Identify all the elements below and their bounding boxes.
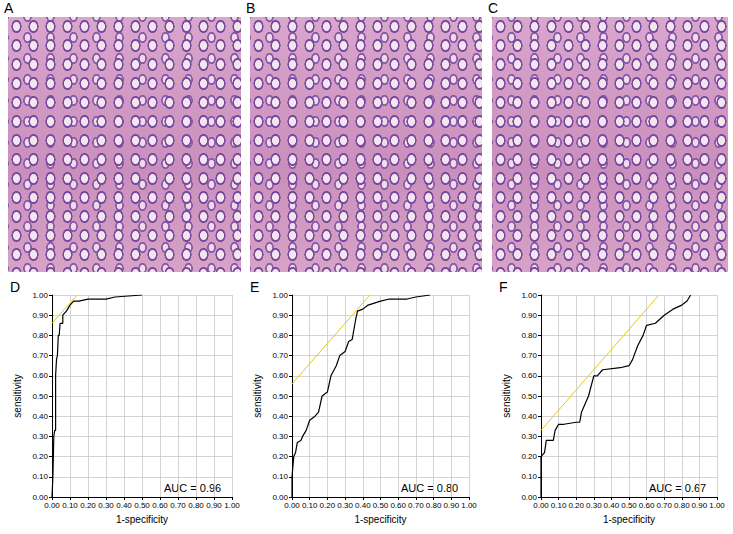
svg-text:0.90: 0.90: [206, 501, 222, 510]
svg-text:0.40: 0.40: [355, 501, 371, 510]
svg-text:D: D: [10, 279, 20, 295]
svg-text:1.00: 1.00: [709, 501, 725, 510]
svg-text:0.90: 0.90: [692, 501, 708, 510]
svg-text:0.40: 0.40: [32, 412, 48, 421]
svg-text:0.90: 0.90: [272, 311, 288, 320]
svg-text:0.80: 0.80: [272, 331, 288, 340]
svg-text:1.00: 1.00: [461, 501, 477, 510]
svg-text:AUC = 0.67: AUC = 0.67: [649, 482, 706, 494]
svg-text:0.60: 0.60: [272, 371, 288, 380]
svg-text:0.60: 0.60: [639, 501, 655, 510]
svg-text:0.60: 0.60: [521, 371, 537, 380]
svg-text:0.20: 0.20: [320, 501, 336, 510]
svg-text:0.00: 0.00: [272, 492, 288, 502]
svg-text:AUC = 0.96: AUC = 0.96: [164, 482, 221, 494]
svg-text:0.90: 0.90: [521, 311, 537, 320]
html-text:A: A: [4, 0, 14, 16]
svg-text:0.70: 0.70: [521, 351, 537, 360]
svg-text:0.20: 0.20: [272, 452, 288, 461]
svg-text:sensitivity: sensitivity: [252, 374, 263, 417]
svg-text:0.90: 0.90: [444, 501, 460, 510]
svg-text:0.80: 0.80: [426, 501, 442, 510]
svg-text:0.10: 0.10: [521, 472, 537, 481]
svg-text:0.30: 0.30: [337, 501, 353, 510]
svg-text:F: F: [499, 279, 508, 295]
svg-text:0.80: 0.80: [188, 501, 204, 510]
html-text:C: C: [488, 0, 499, 16]
svg-text:sensitivity: sensitivity: [501, 374, 512, 417]
svg-text:0.30: 0.30: [98, 501, 114, 510]
svg-text:0.00: 0.00: [44, 501, 60, 510]
svg-text:0.60: 0.60: [390, 501, 406, 510]
svg-text:0.50: 0.50: [521, 392, 537, 401]
svg-text:0.80: 0.80: [521, 331, 537, 340]
svg-text:0.10: 0.10: [551, 501, 567, 510]
svg-text:0.00: 0.00: [521, 492, 537, 502]
svg-text:0.20: 0.20: [568, 501, 584, 510]
svg-text:0.70: 0.70: [32, 351, 48, 360]
svg-text:0.10: 0.10: [32, 472, 48, 481]
svg-text:E: E: [250, 279, 259, 295]
svg-text:0.50: 0.50: [621, 501, 637, 510]
svg-text:0.40: 0.40: [272, 412, 288, 421]
svg-text:0.30: 0.30: [272, 432, 288, 441]
svg-text:0.70: 0.70: [408, 501, 424, 510]
svg-text:0.00: 0.00: [533, 501, 549, 510]
svg-text:0.80: 0.80: [32, 331, 48, 340]
svg-text:0.30: 0.30: [521, 432, 537, 441]
svg-text:sensitivity: sensitivity: [12, 374, 23, 417]
svg-text:AUC = 0.80: AUC = 0.80: [401, 482, 458, 494]
svg-text:0.10: 0.10: [272, 472, 288, 481]
svg-text:0.30: 0.30: [586, 501, 602, 510]
svg-text:0.00: 0.00: [284, 501, 300, 510]
svg-text:1-specificity: 1-specificity: [354, 514, 406, 525]
svg-text:0.40: 0.40: [521, 412, 537, 421]
svg-text:1.00: 1.00: [272, 291, 288, 300]
svg-text:0.50: 0.50: [32, 392, 48, 401]
svg-text:1.00: 1.00: [521, 291, 537, 300]
svg-text:0.90: 0.90: [32, 311, 48, 320]
svg-text:0.50: 0.50: [134, 501, 150, 510]
svg-text:0.10: 0.10: [302, 501, 318, 510]
svg-text:0.40: 0.40: [116, 501, 132, 510]
svg-text:0.50: 0.50: [272, 392, 288, 401]
svg-text:1.00: 1.00: [224, 501, 240, 510]
svg-text:0.30: 0.30: [32, 432, 48, 441]
svg-text:0.20: 0.20: [32, 452, 48, 461]
svg-text:0.60: 0.60: [32, 371, 48, 380]
svg-text:0.50: 0.50: [373, 501, 389, 510]
svg-text:0.10: 0.10: [62, 501, 78, 510]
svg-text:1-specificity: 1-specificity: [603, 514, 655, 525]
svg-text:0.60: 0.60: [152, 501, 168, 510]
svg-text:0.80: 0.80: [674, 501, 690, 510]
svg-text:0.20: 0.20: [521, 452, 537, 461]
svg-text:0.40: 0.40: [604, 501, 620, 510]
svg-text:1-specificity: 1-specificity: [116, 514, 168, 525]
svg-text:0.20: 0.20: [80, 501, 96, 510]
svg-text:1.00: 1.00: [32, 291, 48, 300]
svg-text:0.70: 0.70: [170, 501, 186, 510]
svg-text:0.70: 0.70: [656, 501, 672, 510]
svg-text:0.00: 0.00: [32, 492, 48, 502]
svg-text:0.70: 0.70: [272, 351, 288, 360]
html-text:B: B: [246, 0, 256, 16]
